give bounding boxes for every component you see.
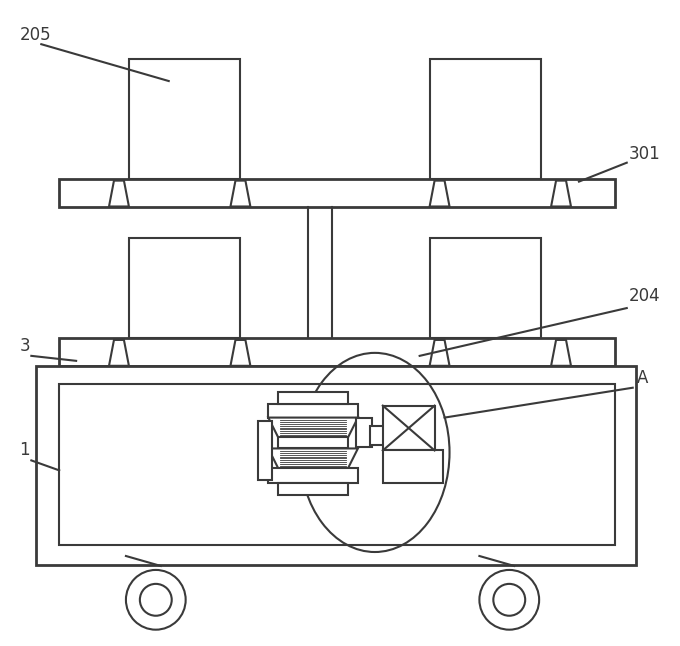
- Polygon shape: [430, 340, 449, 366]
- Polygon shape: [109, 181, 129, 207]
- Bar: [129, 59, 241, 179]
- Text: 1: 1: [20, 441, 30, 459]
- Bar: [59, 384, 615, 545]
- Bar: [36, 366, 636, 565]
- Bar: [430, 59, 541, 179]
- Bar: [356, 417, 372, 448]
- Bar: [278, 391, 348, 404]
- Bar: [59, 179, 615, 207]
- Bar: [129, 238, 241, 338]
- Polygon shape: [231, 340, 250, 366]
- Bar: [269, 404, 358, 417]
- Polygon shape: [269, 417, 358, 437]
- Polygon shape: [551, 340, 571, 366]
- Bar: [269, 468, 358, 483]
- Bar: [258, 421, 272, 481]
- Bar: [370, 426, 384, 446]
- Bar: [278, 437, 348, 448]
- Polygon shape: [551, 181, 571, 207]
- Polygon shape: [109, 340, 129, 366]
- Bar: [383, 450, 443, 483]
- Bar: [430, 238, 541, 338]
- Text: 301: 301: [629, 145, 660, 163]
- Bar: [383, 406, 435, 450]
- Text: A: A: [636, 369, 648, 387]
- Text: 204: 204: [629, 287, 660, 305]
- Bar: [278, 483, 348, 495]
- Polygon shape: [430, 181, 449, 207]
- Polygon shape: [231, 181, 250, 207]
- Text: 205: 205: [20, 26, 51, 44]
- Text: 3: 3: [20, 337, 30, 355]
- Polygon shape: [269, 448, 358, 468]
- Bar: [59, 338, 615, 366]
